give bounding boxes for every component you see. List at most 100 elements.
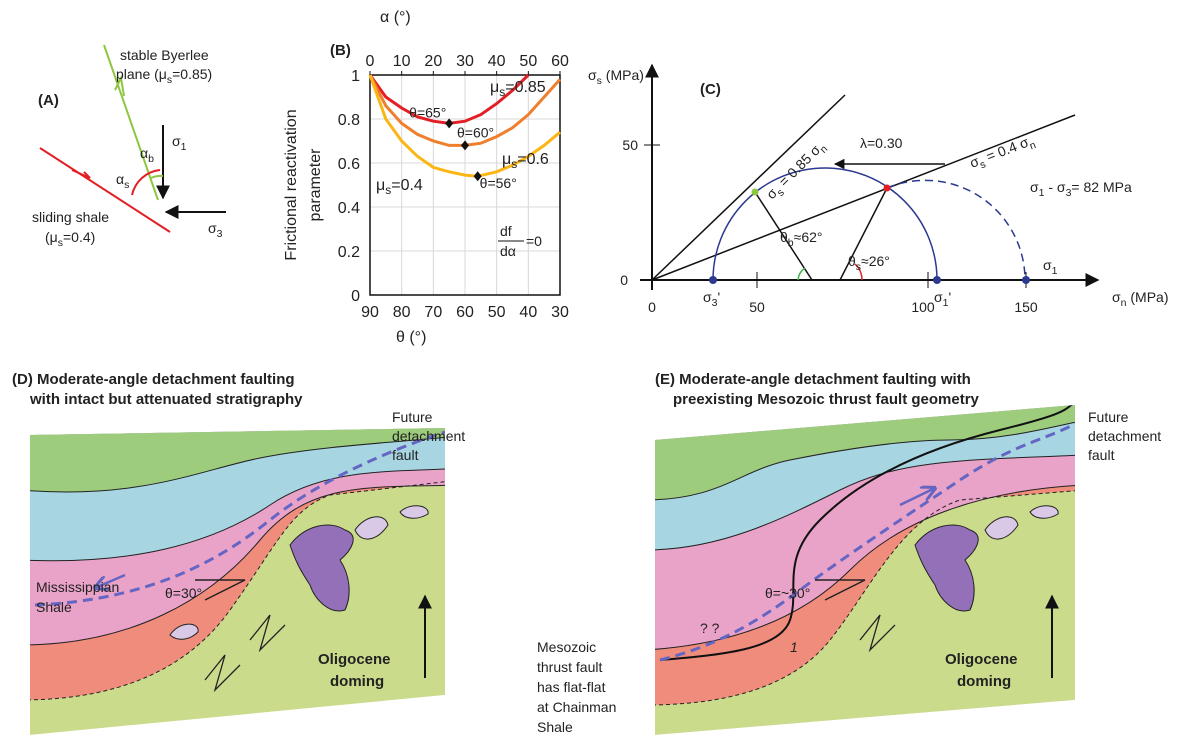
panel-title: (D) Moderate-angle detachment faulting [12,371,295,388]
label: at Chainman [537,699,616,715]
x-tick-label: 30 [551,304,569,321]
subscript: 3 [217,228,223,240]
point-marker [461,140,469,150]
panel-e-section [645,395,1085,735]
text-part: μ [376,177,385,194]
label: detachment [392,428,465,444]
x-tick-label: 70 [424,304,442,321]
x2-tick-label: 30 [456,53,474,70]
label: σs (MPa) [588,67,644,87]
label: Shale [36,599,72,615]
label: (C) [700,81,721,98]
text-part: (MPa) [1126,289,1168,305]
text-part: = 0.85 σ [773,141,824,192]
label: fault [392,447,419,463]
text-part: plane (μ [116,66,167,82]
panel-title: with intact but attenuated stratigraphy [29,391,303,408]
text-part: (μ [45,229,58,245]
label: σ1 - σ3= 82 MPa [1030,179,1132,199]
label: 150 [1014,299,1038,315]
text-part: θ [848,253,856,269]
x2-tick-label: 60 [551,53,569,70]
text-part: =0.4) [63,229,95,245]
text-part: - σ [1044,179,1065,195]
text-part: σ [703,289,712,305]
text-part: =0.85) [172,66,212,82]
text-part: σ [1030,179,1039,195]
label: sliding shale [32,209,109,225]
label: θb≈62° [780,229,823,249]
text-part: σ [1112,289,1121,305]
point-label: θ=60° [457,124,494,140]
text-part: ' [717,289,720,305]
label: detachment [1088,428,1161,444]
text-part: σ [588,67,597,83]
label: θs≈26° [848,253,890,273]
panel-title: preexisting Mesozoic thrust fault geomet… [673,391,980,408]
label: stable Byerlee [120,47,209,63]
text-part: ≈62° [794,229,823,245]
label: plane (μs=0.85) [116,66,212,86]
label: θ=30° [165,585,202,601]
label: 0 [648,299,656,315]
y-tick-label: 0.2 [338,244,360,261]
x2-tick-label: 50 [519,53,537,70]
label: Oligocene [945,651,1018,668]
axis-title: Frictional reactivation [283,109,300,260]
series-label: μs=0.4 [376,177,423,197]
label: λ=0.30 [860,135,903,151]
x-tick-label: 60 [456,304,474,321]
figure: (A) stable Byerlee plane (μs=0.85) sliding … [0,0,1195,740]
derivative: df [500,223,512,239]
y-tick-label: 1 [351,68,360,85]
text-part: =0.4 [391,177,423,194]
y-tick-label: 0.6 [338,156,360,173]
derivative: dα [500,243,516,259]
axis-title: α (°) [380,9,411,26]
panel-d-section [20,420,460,735]
label: σn (MPa) [1112,289,1168,309]
y-tick-label: 0.8 [338,112,360,129]
label: σ3' [703,289,720,309]
label: (μs=0.4) [45,229,95,249]
point-label: θ=65° [409,104,446,120]
panel-label: (B) [330,42,351,59]
series-label: μs=0.85 [490,79,546,99]
label: 1 [790,639,798,655]
label: θ=~30° [765,585,810,601]
text-part: α [116,171,124,187]
axis-title: parameter [307,148,324,222]
panel-title: (E) Moderate-angle detachment faulting w… [655,371,971,388]
label: Mesozoic [537,639,596,655]
text-part: θ [780,229,788,245]
label: σs = 0.85 σn [763,137,831,205]
label: thrust fault [537,659,602,675]
label: Shale [537,719,573,735]
x-tick-label: 50 [488,304,506,321]
label: has flat-flat [537,679,606,695]
text-part: ≈26° [861,253,890,269]
label: αs [116,171,129,191]
label: σ3 [208,220,223,240]
y-tick-label: 0.4 [338,200,360,217]
text-part: μ [502,151,511,168]
label: Mississippian [36,579,119,595]
text-part: = 82 MPa [1071,179,1132,195]
label: (A) [38,92,59,109]
label: σ1' [934,289,951,309]
x-tick-label: 80 [393,304,411,321]
x2-tick-label: 10 [393,53,411,70]
point-label: θ=56° [480,175,517,191]
subscript: b [148,153,154,165]
label: Oligocene [318,651,391,668]
text-part: (MPa) [602,67,644,83]
label: Future [1088,409,1129,425]
text-part: ' [948,289,951,305]
x2-tick-label: 40 [488,53,506,70]
text-part: σ [172,133,181,149]
label: Future [392,409,433,425]
x-tick-label: 90 [361,304,379,321]
derivative: =0 [526,233,542,249]
subscript: 1 [181,141,187,153]
label: 50 [622,137,638,153]
